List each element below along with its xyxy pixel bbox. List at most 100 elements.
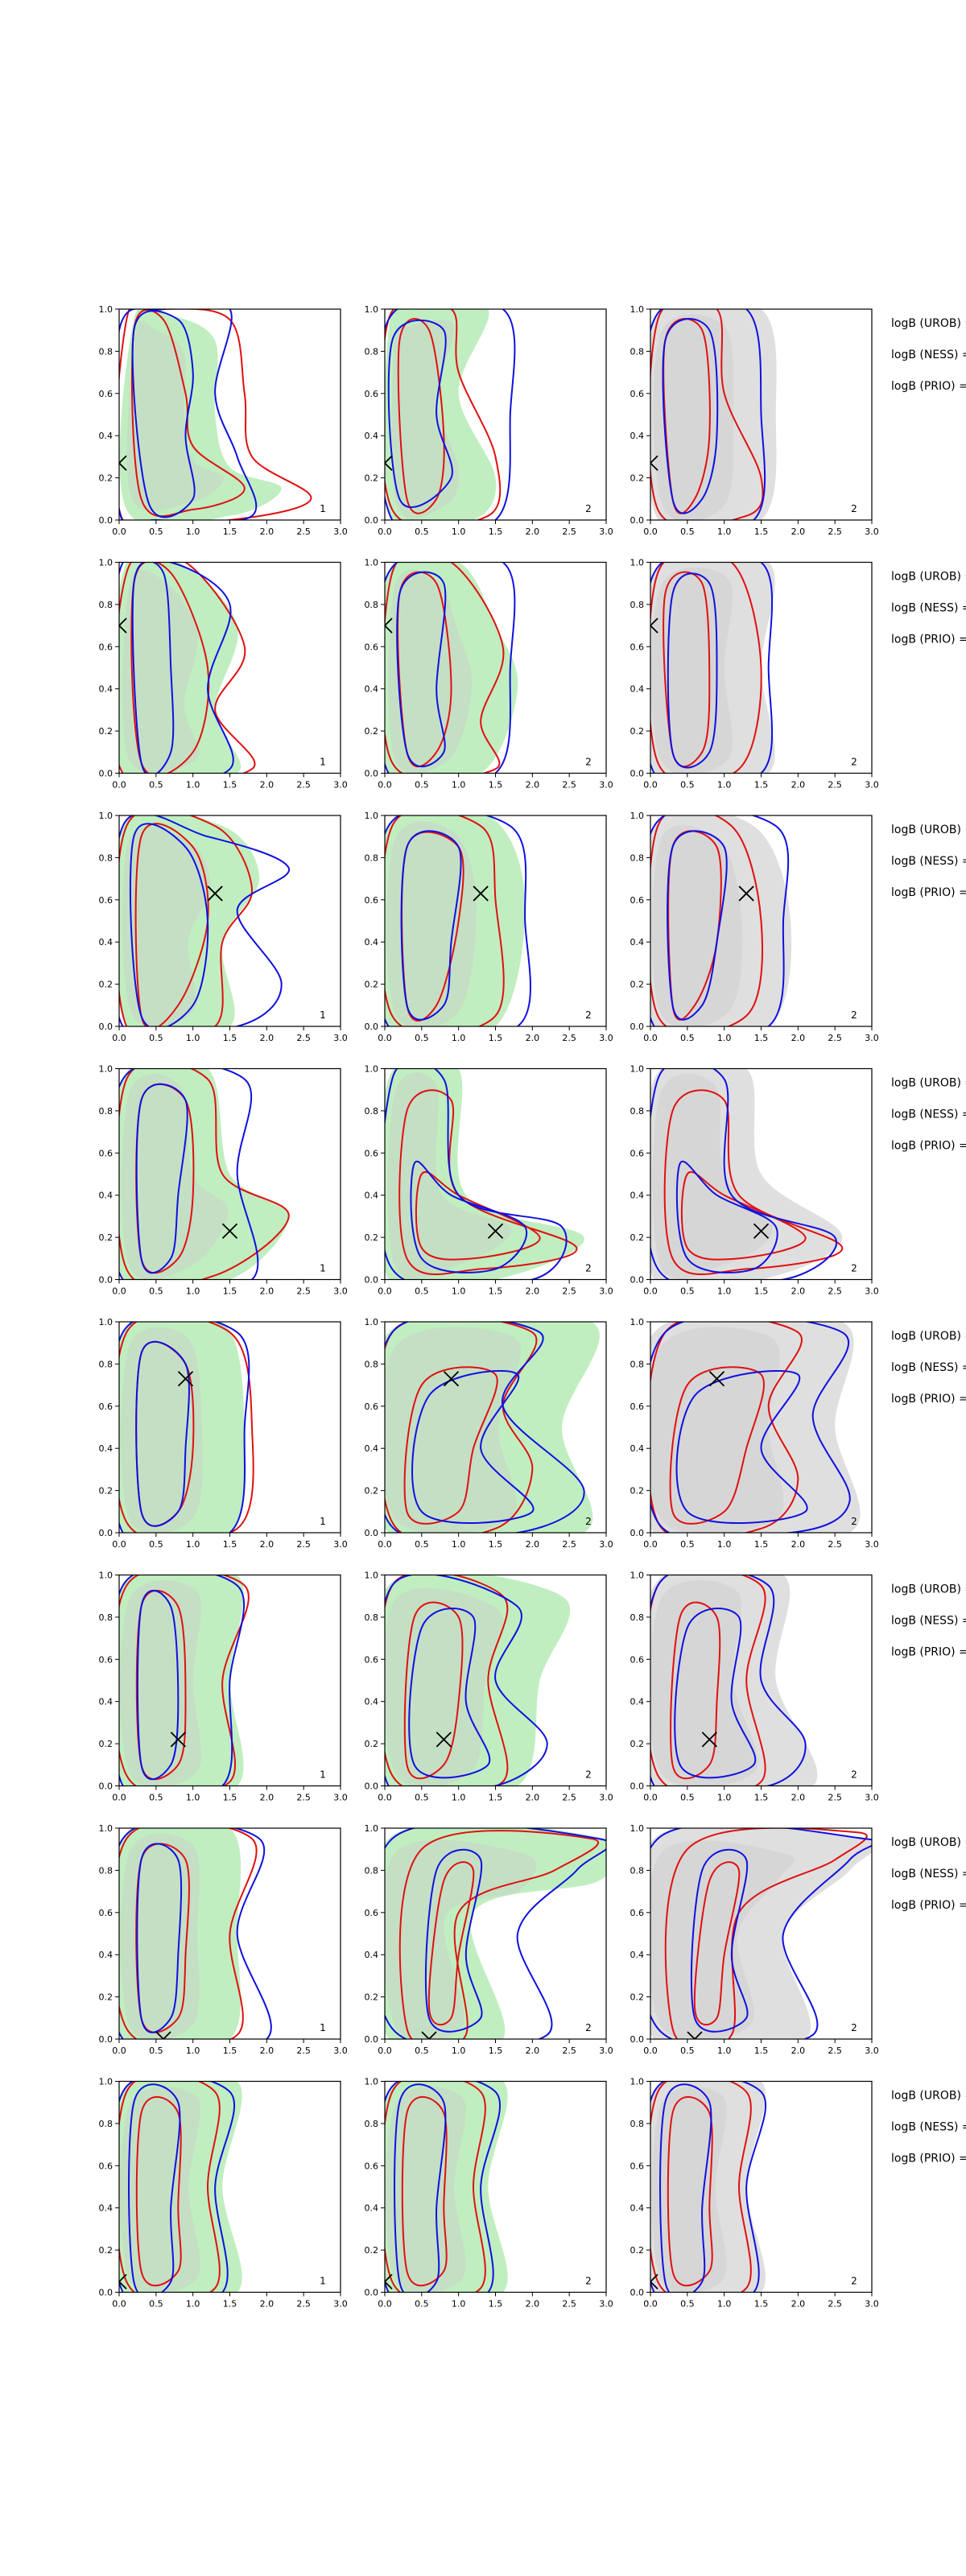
x-tick-label: 0.0 <box>643 1539 658 1550</box>
density-fill-region <box>385 1322 600 1533</box>
density-fill-region <box>385 309 497 520</box>
x-tick-label: 0.0 <box>643 1033 658 1043</box>
panel-corner-label: 2 <box>851 1516 857 1527</box>
y-tick-label: 0.4 <box>99 1443 114 1454</box>
y-tick-label: 0.2 <box>365 1232 379 1243</box>
subplot-r7-c1: 0.0 0.5 1.0 1.5 2.0 2.5 3.0 0.0 0.2 0.4 0.6 0.8 1.0 1 <box>99 1823 348 2056</box>
subplot-r7-c3: 0.0 0.5 1.0 1.5 2.0 2.5 3.0 0.0 0.2 0.4 0.6 0.8 1.0 2 <box>630 1823 879 2056</box>
density-inner-fill <box>121 1327 203 1533</box>
red-contour-inner <box>669 1366 765 1525</box>
y-tick-label: 0.2 <box>99 726 114 737</box>
blue-contour-outer <box>385 562 516 774</box>
y-tick-label: 0.8 <box>365 1359 379 1369</box>
x-tick-label: 3.0 <box>333 1286 348 1297</box>
x-tick-label: 1.5 <box>223 1539 237 1550</box>
y-tick-label: 1.0 <box>99 558 114 568</box>
x-tick-label: 0.0 <box>378 526 392 537</box>
y-tick-label: 0.4 <box>630 1950 645 1960</box>
blue-contour-outer <box>650 2081 766 2293</box>
side-label-3: logB (PRIO) = <box>891 1899 966 1912</box>
y-tick-label: 0.8 <box>630 346 645 357</box>
x-tick-label: 0.5 <box>415 2299 429 2310</box>
y-tick-label: 0.4 <box>365 431 379 441</box>
subplot-r7-c2: 0.0 0.5 1.0 1.5 2.0 2.5 3.0 0.0 0.2 0.4 0.6 0.8 1.0 2 <box>365 1823 613 2056</box>
y-tick-label: 0.6 <box>99 1654 114 1665</box>
blue-contour-outer <box>119 1068 259 1280</box>
y-tick-label: 0.0 <box>99 2034 114 2045</box>
blue-contour-inner <box>667 572 718 769</box>
blue-contour-outer <box>650 815 790 1026</box>
x-tick-label: 1.5 <box>223 526 237 537</box>
density-fill-region <box>119 2081 242 2293</box>
x-marker <box>421 2031 437 2039</box>
x-tick-label: 2.5 <box>296 1033 311 1043</box>
x-tick-label: 0.5 <box>149 1286 163 1297</box>
y-tick-label: 0.0 <box>630 769 645 779</box>
x-tick-label: 2.0 <box>791 526 806 537</box>
x-tick-label: 2.0 <box>526 526 540 537</box>
y-tick-label: 0.2 <box>630 726 645 737</box>
side-label-1: logB (UROB) = <box>891 571 966 584</box>
x-tick-label: 2.0 <box>791 1539 806 1550</box>
density-fill-region <box>650 2081 766 2293</box>
x-tick-label: 1.5 <box>223 1793 237 1803</box>
x-marker <box>738 886 754 902</box>
y-tick-label: 1.0 <box>630 1823 645 1834</box>
x-marker <box>708 1371 725 1387</box>
x-tick-label: 2.5 <box>296 1793 311 1803</box>
red-contour-outer <box>385 1322 538 1533</box>
red-contour-outer <box>119 1322 254 1533</box>
x-tick-label: 2.5 <box>562 1793 576 1803</box>
x-tick-label: 2.5 <box>296 526 311 537</box>
x-tick-label: 0.0 <box>378 780 392 791</box>
x-tick-label: 2.5 <box>296 2299 311 2310</box>
y-tick-label: 0.6 <box>365 642 379 652</box>
blue-contour-outer <box>650 309 766 520</box>
density-inner-fill <box>126 320 225 511</box>
x-tick-label: 2.5 <box>828 1033 842 1043</box>
y-tick-label: 0.8 <box>630 1106 645 1117</box>
blue-contour-outer <box>385 309 516 520</box>
density-inner-fill <box>120 1833 200 2039</box>
red-contour-inner <box>403 1601 464 1780</box>
side-label-1: logB (UROB) = <box>891 1077 966 1090</box>
y-tick-label: 0.0 <box>99 769 114 779</box>
density-fill-region <box>385 1828 606 2039</box>
x-tick-label: 1.0 <box>452 1033 466 1043</box>
density-fill-region <box>385 815 526 1026</box>
y-tick-label: 0.0 <box>365 2034 379 2045</box>
density-fill-region <box>650 1575 818 1786</box>
x-tick-label: 0.5 <box>415 1033 429 1043</box>
blue-contour-outer <box>650 1828 872 2039</box>
y-tick-label: 0.6 <box>99 389 114 399</box>
x-tick-label: 1.0 <box>717 1793 732 1803</box>
y-tick-label: 0.4 <box>365 1697 379 1707</box>
blue-contour-outer <box>385 1828 606 2039</box>
x-marker <box>443 1371 460 1387</box>
y-tick-label: 0.8 <box>365 1865 379 1876</box>
x-tick-label: 2.5 <box>828 1539 842 1550</box>
blue-contour-outer <box>119 1322 250 1533</box>
y-tick-label: 0.0 <box>99 515 114 526</box>
panel-corner-label: 2 <box>585 1009 592 1021</box>
y-tick-label: 1.0 <box>630 1064 645 1075</box>
side-label-3: logB (PRIO) = <box>891 2153 966 2165</box>
x-tick-label: 2.0 <box>791 1286 806 1297</box>
y-tick-label: 1.0 <box>365 1571 379 1581</box>
panel-corner-label: 2 <box>851 757 857 768</box>
y-tick-label: 0.0 <box>99 1022 114 1032</box>
x-tick-label: 1.5 <box>489 1793 503 1803</box>
y-tick-label: 0.4 <box>99 431 114 441</box>
x-tick-label: 1.0 <box>186 2299 200 2310</box>
red-contour-inner <box>427 1861 475 2025</box>
x-tick-label: 3.0 <box>599 1793 613 1803</box>
blue-contour-inner <box>128 2083 181 2293</box>
red-contour-outer <box>119 2081 221 2293</box>
density-fill-region <box>385 2081 508 2293</box>
red-contour-outer <box>663 1089 844 1275</box>
side-label-2: logB (NESS) = <box>891 349 966 361</box>
x-tick-label: 0.0 <box>378 2299 392 2310</box>
y-tick-label: 0.6 <box>630 1654 645 1665</box>
y-tick-label: 0.2 <box>365 1992 379 2003</box>
x-tick-label: 1.0 <box>186 1793 200 1803</box>
